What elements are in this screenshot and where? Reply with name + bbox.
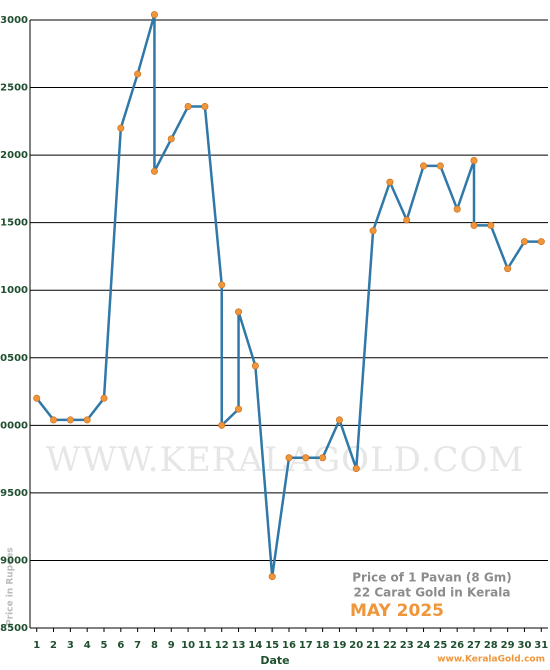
x-tick-label: 29 (501, 640, 515, 651)
annotation: MAY 2025 (350, 601, 444, 621)
x-tick-label: 16 (282, 640, 296, 651)
y-tick-label: 70000 (0, 420, 28, 431)
x-tick-label: 23 (400, 640, 414, 651)
x-tick-label: 13 (232, 640, 246, 651)
point (50, 416, 58, 424)
y-tick-label: 71000 (0, 285, 28, 296)
point (319, 454, 327, 462)
x-tick-label: 18 (316, 640, 330, 651)
point (436, 162, 444, 170)
point (504, 265, 512, 273)
point (251, 362, 259, 370)
y-tick-label: 73000 (0, 15, 28, 26)
point (83, 416, 91, 424)
point (218, 281, 226, 289)
x-tick-label: 24 (417, 640, 431, 651)
x-tick-label: 3 (67, 640, 74, 651)
y-axis-label: Price in Rupees (6, 547, 16, 626)
x-tick-label: 5 (101, 640, 108, 651)
point (184, 102, 192, 110)
x-tick-label: 31 (534, 640, 548, 651)
point (386, 178, 394, 186)
point (537, 238, 545, 246)
x-tick-label: 2 (50, 640, 57, 651)
point (268, 573, 276, 581)
x-tick-label: 14 (248, 640, 262, 651)
point (201, 102, 209, 110)
point (235, 308, 243, 316)
x-tick-label: 19 (332, 640, 346, 651)
point (100, 394, 108, 402)
point (235, 405, 243, 413)
x-tick-label: 6 (117, 640, 124, 651)
x-tick-label: 27 (467, 640, 481, 651)
price-line (35, 14, 542, 577)
x-tick-label: 30 (517, 640, 531, 651)
point (167, 135, 175, 143)
point (150, 11, 158, 19)
point (403, 216, 411, 224)
x-tick-label: 28 (484, 640, 498, 651)
x-tick-label: 22 (383, 640, 397, 651)
x-tick-label: 21 (366, 640, 380, 651)
y-tick-label: 68500 (0, 623, 28, 634)
point (66, 416, 74, 424)
point (470, 221, 478, 229)
x-tick-label: 17 (299, 640, 313, 651)
annotation: Price of 1 Pavan (8 Gm) (352, 571, 512, 585)
x-tick-label: 25 (433, 640, 447, 651)
point (487, 221, 495, 229)
x-axis-label: Date (260, 654, 289, 667)
x-tick-label: 20 (349, 640, 363, 651)
y-tick-label: 71500 (0, 218, 28, 229)
y-tick-label: 69500 (0, 488, 28, 499)
watermark: WWW.KERALAGOLD.COM (46, 440, 524, 480)
point (285, 454, 293, 462)
point (520, 238, 528, 246)
point (352, 465, 360, 473)
x-tick-label: 11 (198, 640, 212, 651)
y-tick-label: 72500 (0, 83, 28, 94)
point (134, 70, 142, 78)
point (117, 124, 125, 132)
point (470, 157, 478, 165)
y-tick-label: 72000 (0, 150, 28, 161)
point (335, 416, 343, 424)
annotation: 22 Carat Gold in Kerala (354, 586, 511, 600)
x-tick-label: 12 (215, 640, 229, 651)
x-tick-label: 7 (134, 640, 141, 651)
source: www.KeralaGold.com (437, 655, 545, 665)
point (369, 227, 377, 235)
x-tick-label: 8 (151, 640, 158, 651)
x-tick-label: 26 (450, 640, 464, 651)
x-tick-label: 10 (181, 640, 195, 651)
y-tick-label: 70500 (0, 353, 28, 364)
point (218, 421, 226, 429)
point (33, 394, 41, 402)
point (302, 454, 310, 462)
x-tick-label: 9 (168, 640, 175, 651)
point (150, 167, 158, 175)
x-tick-label: 1 (33, 640, 40, 651)
x-tick-label: 4 (84, 640, 91, 651)
x-tick-label: 15 (265, 640, 279, 651)
point (420, 162, 428, 170)
y-tick-label: 69000 (0, 555, 28, 566)
point (453, 205, 461, 213)
